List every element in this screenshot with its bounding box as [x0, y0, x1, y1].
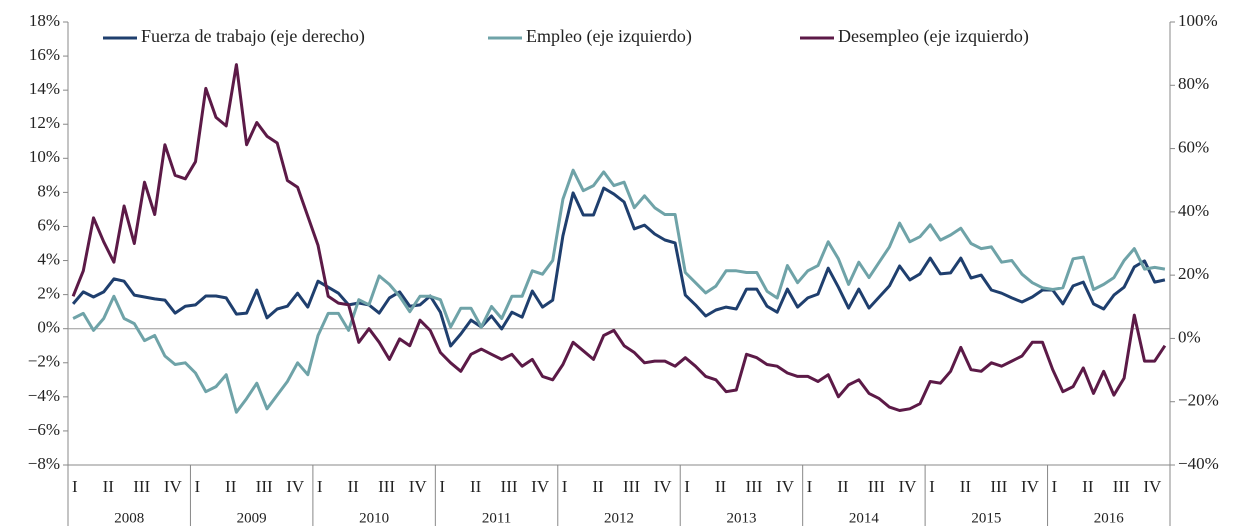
legend-label: Desempleo (eje izquierdo) [838, 26, 1029, 47]
y2-tick-label: 40% [1178, 201, 1209, 220]
x-tick-label: I [194, 477, 200, 496]
x-tick-label: III [501, 477, 518, 496]
x-tick-label: IV [409, 477, 428, 496]
series-line [71, 186, 1166, 348]
x-tick-label: II [960, 477, 972, 496]
series-line [71, 63, 1167, 412]
x-tick-label: IV [286, 477, 305, 496]
x-tick-label: III [378, 477, 395, 496]
year-label: 2012 [604, 510, 634, 526]
x-tick-label: III [623, 477, 640, 496]
x-tick-label: III [745, 477, 762, 496]
y-tick-label: 2% [37, 284, 60, 303]
x-tick-label: I [439, 477, 445, 496]
x-tick-label: II [715, 477, 727, 496]
x-tick-label: II [837, 477, 849, 496]
legend-label: Fuerza de trabajo (eje derecho) [141, 26, 365, 47]
y2-tick-label: −40% [1178, 454, 1219, 473]
x-tick-label: I [562, 477, 568, 496]
y2-tick-label: 100% [1178, 11, 1218, 30]
y-tick-label: 16% [29, 45, 60, 64]
year-label: 2008 [114, 510, 144, 526]
x-tick-label: IV [1143, 477, 1162, 496]
x-tick-label: I [1052, 477, 1058, 496]
x-tick-label: III [256, 477, 273, 496]
y2-tick-label: 60% [1178, 137, 1209, 156]
x-tick-label: II [470, 477, 482, 496]
x-tick-label: III [868, 477, 885, 496]
legend-label: Empleo (eje izquierdo) [526, 26, 692, 47]
y-tick-label: −6% [28, 420, 60, 439]
x-tick-label: II [103, 477, 115, 496]
x-tick-label: IV [164, 477, 183, 496]
x-tick-label: III [990, 477, 1007, 496]
y-tick-label: 4% [37, 249, 60, 268]
x-tick-label: IV [899, 477, 918, 496]
y-tick-label: 12% [29, 113, 60, 132]
y2-tick-label: 80% [1178, 74, 1209, 93]
x-tick-label: II [348, 477, 360, 496]
y-tick-label: 18% [29, 11, 60, 30]
y-tick-label: −4% [28, 386, 60, 405]
x-tick-label: I [684, 477, 690, 496]
x-tick-label: I [929, 477, 935, 496]
year-label: 2014 [849, 510, 880, 526]
x-tick-label: IV [1021, 477, 1040, 496]
y-tick-label: −2% [28, 352, 60, 371]
x-tick-label: I [72, 477, 78, 496]
y-tick-label: −8% [28, 454, 60, 473]
y2-tick-label: 0% [1178, 327, 1201, 346]
x-tick-label: IV [531, 477, 550, 496]
year-label: 2016 [1094, 510, 1125, 526]
x-tick-label: IV [776, 477, 795, 496]
x-tick-label: II [225, 477, 237, 496]
y-tick-label: 0% [37, 318, 60, 337]
x-tick-label: III [1113, 477, 1130, 496]
y-tick-label: 6% [37, 215, 60, 234]
x-tick-label: II [592, 477, 604, 496]
x-tick-label: III [133, 477, 150, 496]
x-tick-label: I [807, 477, 813, 496]
y2-tick-label: 20% [1178, 264, 1209, 283]
y-tick-label: 8% [37, 181, 60, 200]
y-tick-label: 14% [29, 79, 60, 98]
x-tick-label: IV [654, 477, 673, 496]
year-label: 2010 [359, 510, 389, 526]
y-tick-label: 10% [29, 147, 60, 166]
y2-tick-label: −20% [1178, 391, 1219, 410]
year-label: 2011 [482, 510, 511, 526]
x-tick-label: I [317, 477, 323, 496]
series-line [72, 168, 1166, 414]
year-label: 2015 [971, 510, 1001, 526]
year-label: 2009 [237, 510, 267, 526]
x-tick-label: II [1082, 477, 1094, 496]
year-label: 2013 [726, 510, 756, 526]
